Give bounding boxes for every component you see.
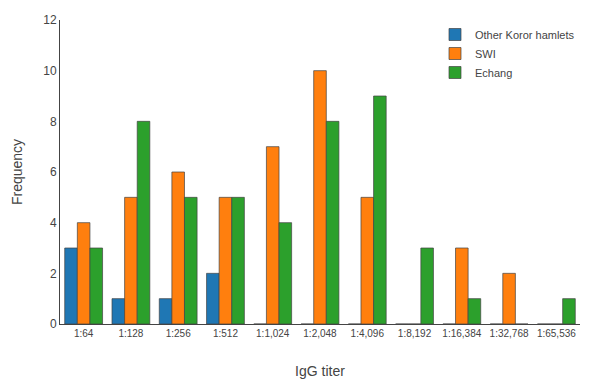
svg-text:1:32,768: 1:32,768 (490, 328, 529, 339)
svg-text:SWI: SWI (475, 48, 496, 60)
svg-text:1:256: 1:256 (166, 328, 191, 339)
svg-text:1:4,096: 1:4,096 (351, 328, 385, 339)
svg-text:1:128: 1:128 (118, 328, 143, 339)
svg-text:Frequency: Frequency (9, 139, 25, 205)
svg-text:6: 6 (50, 165, 57, 179)
svg-text:8: 8 (50, 115, 57, 129)
svg-text:1:8,192: 1:8,192 (398, 328, 432, 339)
svg-text:1:2,048: 1:2,048 (303, 328, 337, 339)
svg-text:1:1,024: 1:1,024 (256, 328, 290, 339)
svg-text:Echang: Echang (475, 67, 512, 79)
svg-text:1:512: 1:512 (213, 328, 238, 339)
svg-text:12: 12 (43, 13, 57, 27)
svg-text:IgG titer: IgG titer (295, 363, 345, 379)
svg-text:1:64: 1:64 (74, 328, 94, 339)
svg-text:2: 2 (50, 267, 57, 281)
svg-text:1:65,536: 1:65,536 (537, 328, 576, 339)
svg-text:4: 4 (50, 216, 57, 230)
svg-text:1:16,384: 1:16,384 (442, 328, 481, 339)
svg-text:10: 10 (43, 64, 57, 78)
svg-text:Other Koror hamlets: Other Koror hamlets (475, 29, 575, 41)
svg-text:0: 0 (50, 317, 57, 331)
